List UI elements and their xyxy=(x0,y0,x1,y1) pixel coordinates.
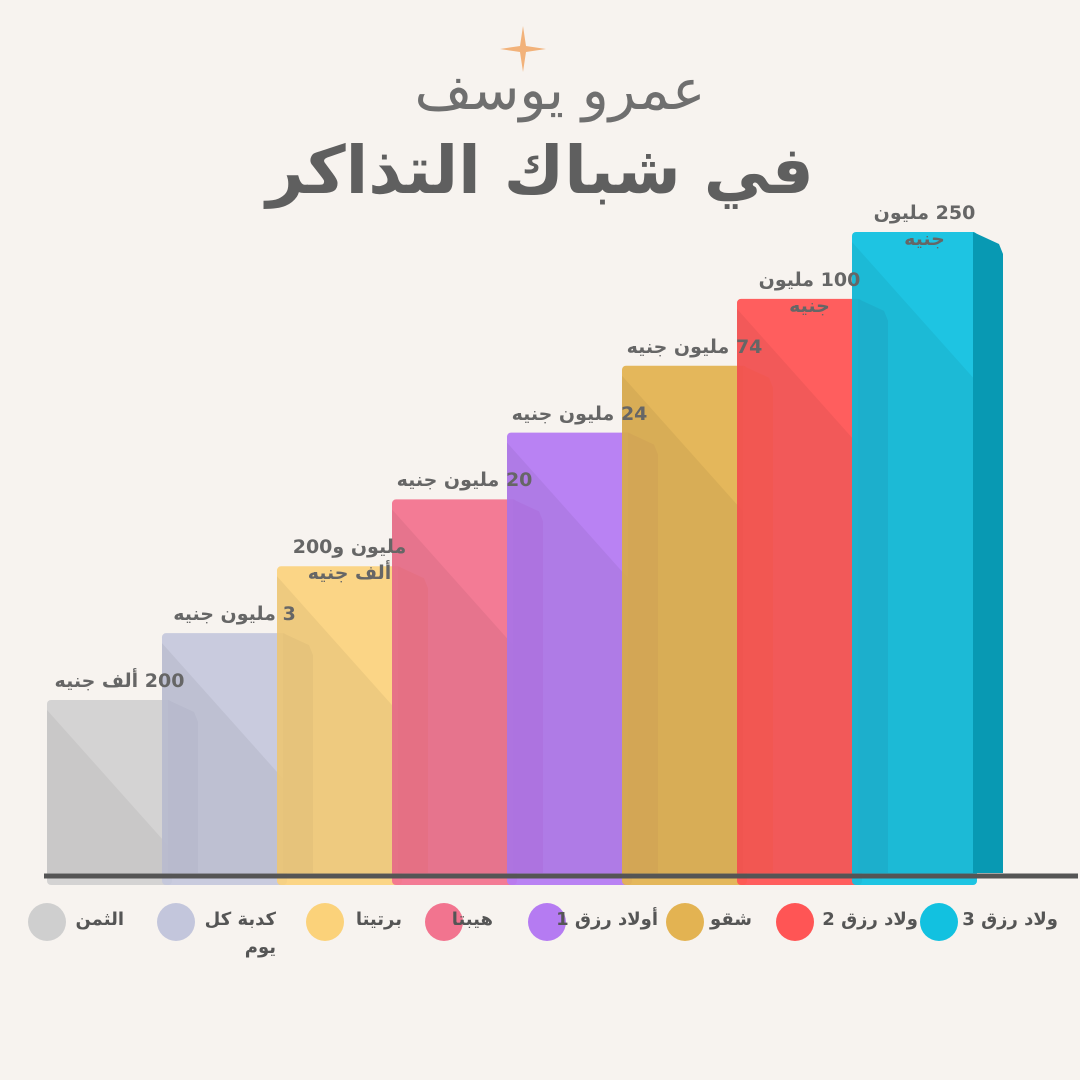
data-label: 100 مليون جنيه xyxy=(758,268,861,317)
bar-shade xyxy=(47,710,172,873)
data-label: 250 مليون جنيه xyxy=(873,202,976,250)
data-label: 200 ألف جنيه xyxy=(54,670,185,692)
bar-shade xyxy=(392,509,517,873)
bar-shade xyxy=(162,643,287,873)
chart-title-line1: عمرو يوسف xyxy=(414,58,706,123)
bar-front xyxy=(277,566,402,885)
sparkle-icon xyxy=(500,26,546,72)
bar-shade xyxy=(507,442,632,873)
bar-shade xyxy=(737,308,862,873)
bar-front xyxy=(392,499,517,885)
bar-shade xyxy=(852,242,977,873)
bar-shade xyxy=(622,375,747,873)
data-label: 74 مليون جنيه xyxy=(626,335,763,358)
data-label: مليون و200 ألف جنيه xyxy=(292,536,407,585)
bar-front xyxy=(47,700,172,885)
bar-front xyxy=(622,365,747,885)
data-label: 20 مليون جنيه xyxy=(396,469,533,492)
data-label: 24 مليون جنيه xyxy=(511,402,648,425)
data-label: 3 مليون جنيه xyxy=(173,603,296,626)
bar-front xyxy=(852,232,977,885)
bar-side xyxy=(973,232,1003,873)
bar-front xyxy=(507,432,632,885)
bar-front xyxy=(737,298,862,885)
bar-2 xyxy=(162,633,313,885)
bar-shade xyxy=(277,576,402,873)
bar-8 xyxy=(852,232,1003,885)
bar-front xyxy=(162,633,287,885)
chart-title-line2: في شباك التذاكر xyxy=(266,132,814,209)
